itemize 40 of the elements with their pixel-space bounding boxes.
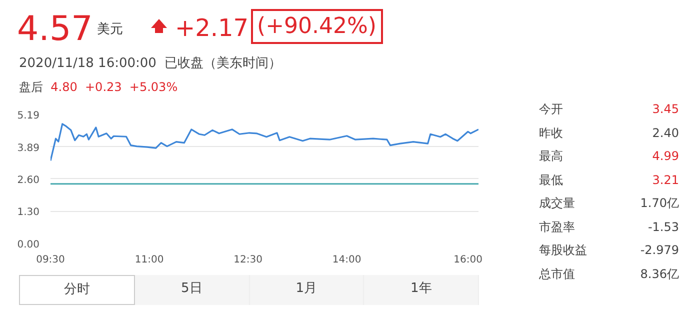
line-series [50,123,478,162]
text: 昨收 [539,124,563,142]
text: +0.23 [85,80,122,94]
text: +2.17 [175,13,249,44]
text: 今开 [539,101,563,118]
text: 1月 [250,275,364,305]
text: -1.53 [648,218,679,236]
y-tick-label: 1.30 [17,207,40,218]
text: 总市值 [539,266,575,282]
text: 最高 [539,148,563,165]
text: 2020/11/18 16:00:00 已收盘（美东时间） [19,56,282,71]
y-tick-label: 3.89 [17,142,40,154]
text: 盘后 [19,80,43,94]
text: 2.40 [652,124,679,142]
x-tick-label: 14:00 [332,254,362,266]
y-tick-label: 2.60 [17,174,40,186]
text: 5日 [134,275,250,305]
text: 分时 [19,275,135,305]
text: 最低 [539,172,563,188]
y-tick-label: 5.19 [17,110,40,122]
text: (+90.42%) [251,9,382,44]
x-tick-label: 11:00 [134,254,164,266]
x-tick-label: 16:00 [454,254,483,266]
text: 美元 [97,21,123,39]
text: 成交量 [539,195,575,212]
text: -2.979 [640,242,679,259]
y-tick-label: 0.00 [17,240,40,250]
text: 4.80 [50,80,78,94]
text: 4.57 [17,8,93,51]
text: 3.45 [652,101,679,118]
text: 4.99 [652,148,679,165]
text: 3.21 [652,172,679,188]
x-tick-label: 12:30 [234,254,262,266]
x-tick-label: 09:30 [36,254,65,266]
text: +5.03% [129,80,178,94]
text: 每股收益 [539,242,587,259]
text: 1.70亿 [640,195,679,212]
text: 1年 [364,275,479,305]
text: 市盈率 [539,218,575,236]
text: 8.36亿 [640,266,679,282]
